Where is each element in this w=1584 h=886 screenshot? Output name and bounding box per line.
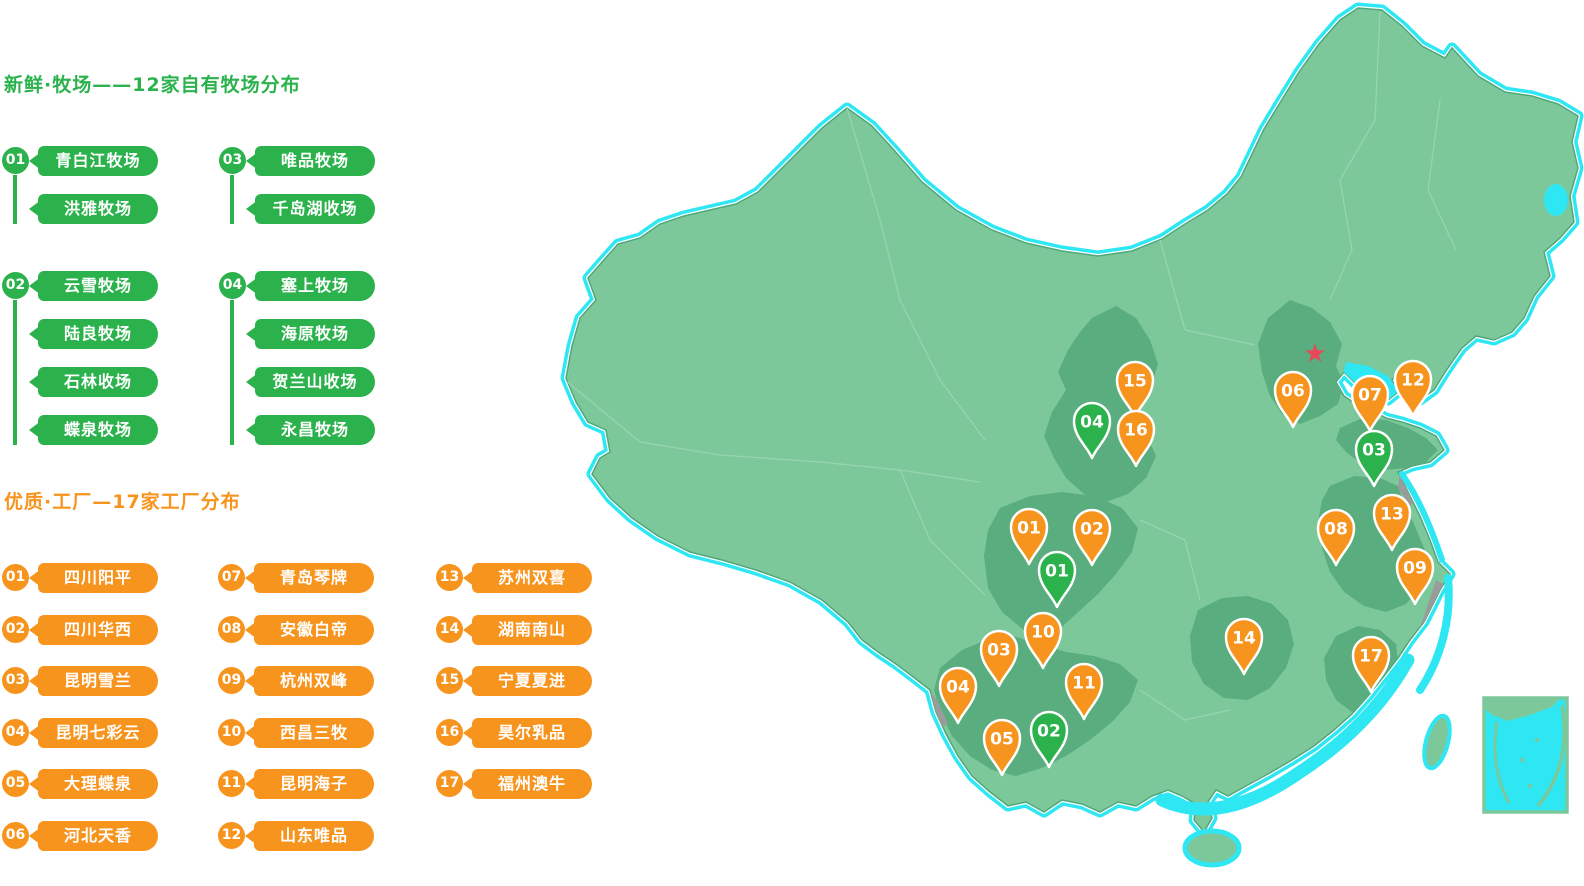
factory-pill: 昆明七彩云 (38, 718, 158, 748)
factory-pill: 西昌三牧 (254, 718, 374, 748)
taiwan-island (1422, 713, 1452, 771)
pasture-pill-column: 云雪牧场陆良牧场石林收场蝶泉牧场 (38, 271, 158, 445)
pasture-pill: 塞上牧场 (255, 271, 375, 301)
factory-pill: 四川阳平 (38, 563, 158, 593)
factory-item-number: 11 (218, 770, 245, 797)
factory-item-number: 08 (218, 616, 245, 643)
factory-item-number: 10 (218, 719, 245, 746)
pasture-pill: 永昌牧场 (255, 415, 375, 445)
pasture-pill: 唯品牧场 (255, 146, 375, 176)
pasture-pill: 贺兰山收场 (255, 367, 375, 397)
factory-item-number: 13 (436, 564, 463, 591)
pasture-pill: 洪雅牧场 (38, 194, 158, 224)
factory-item-number: 01 (2, 564, 29, 591)
pasture-group-number: 02 (2, 272, 29, 299)
pasture-pill-column: 塞上牧场海原牧场贺兰山收场永昌牧场 (255, 271, 375, 445)
factory-item-number: 07 (218, 564, 245, 591)
pasture-group-connector (230, 175, 234, 224)
pasture-group-connector (13, 175, 17, 224)
south-china-sea-inset (1482, 696, 1569, 814)
factory-item-number: 09 (218, 667, 245, 694)
offshore-cyan-bands (1155, 471, 1453, 816)
factory-pill: 大理蝶泉 (38, 769, 158, 799)
pasture-pill-column: 唯品牧场 千岛湖收场 (255, 146, 375, 224)
pasture-pill: 陆良牧场 (38, 319, 158, 349)
factory-item-number: 17 (436, 770, 463, 797)
province-borders (566, 11, 1457, 721)
factory-item-number: 12 (218, 822, 245, 849)
factory-pill: 昊尔乳品 (472, 718, 592, 748)
pasture-pill-column: 青白江牧场 洪雅牧场 (38, 146, 158, 224)
factory-pill: 河北天香 (38, 821, 158, 851)
factory-pill: 四川华西 (38, 615, 158, 645)
factory-pill: 安徽白帝 (254, 615, 374, 645)
factory-pill: 杭州双峰 (254, 666, 374, 696)
pasture-pill: 石林收场 (38, 367, 158, 397)
pasture-pill: 海原牧场 (255, 319, 375, 349)
factory-pill: 青岛琴牌 (254, 563, 374, 593)
lake-khanka (1544, 184, 1568, 216)
pasture-group-connector (13, 300, 17, 445)
factory-pill: 昆明雪兰 (38, 666, 158, 696)
factory-pill: 福州澳牛 (472, 769, 592, 799)
factory-item-number: 02 (2, 616, 29, 643)
hainan-island (1182, 828, 1242, 868)
pasture-pill: 千岛湖收场 (255, 194, 375, 224)
factory-pill: 湖南南山 (472, 615, 592, 645)
pasture-pill: 蝶泉牧场 (38, 415, 158, 445)
factory-section-title: 优质·工厂—17家工厂分布 (4, 491, 241, 513)
pasture-group-number: 04 (219, 272, 246, 299)
factory-pill: 苏州双喜 (472, 563, 592, 593)
pasture-pill: 青白江牧场 (38, 146, 158, 176)
pasture-group-number: 03 (219, 147, 246, 174)
factory-item-number: 15 (436, 667, 463, 694)
pasture-group-number: 01 (2, 147, 29, 174)
factory-item-number: 05 (2, 770, 29, 797)
factory-item-number: 04 (2, 719, 29, 746)
factory-pill: 昆明海子 (254, 769, 374, 799)
pasture-group-connector (230, 300, 234, 445)
pasture-pill: 云雪牧场 (38, 271, 158, 301)
factory-item-number: 14 (436, 616, 463, 643)
capital-star-icon: ★ (1303, 339, 1326, 369)
factory-item-number: 03 (2, 667, 29, 694)
pasture-section-title: 新鲜·牧场——12家自有牧场分布 (4, 74, 301, 96)
factory-item-number: 16 (436, 719, 463, 746)
factory-pill: 宁夏夏进 (472, 666, 592, 696)
factory-item-number: 06 (2, 822, 29, 849)
factory-pill: 山东唯品 (254, 821, 374, 851)
